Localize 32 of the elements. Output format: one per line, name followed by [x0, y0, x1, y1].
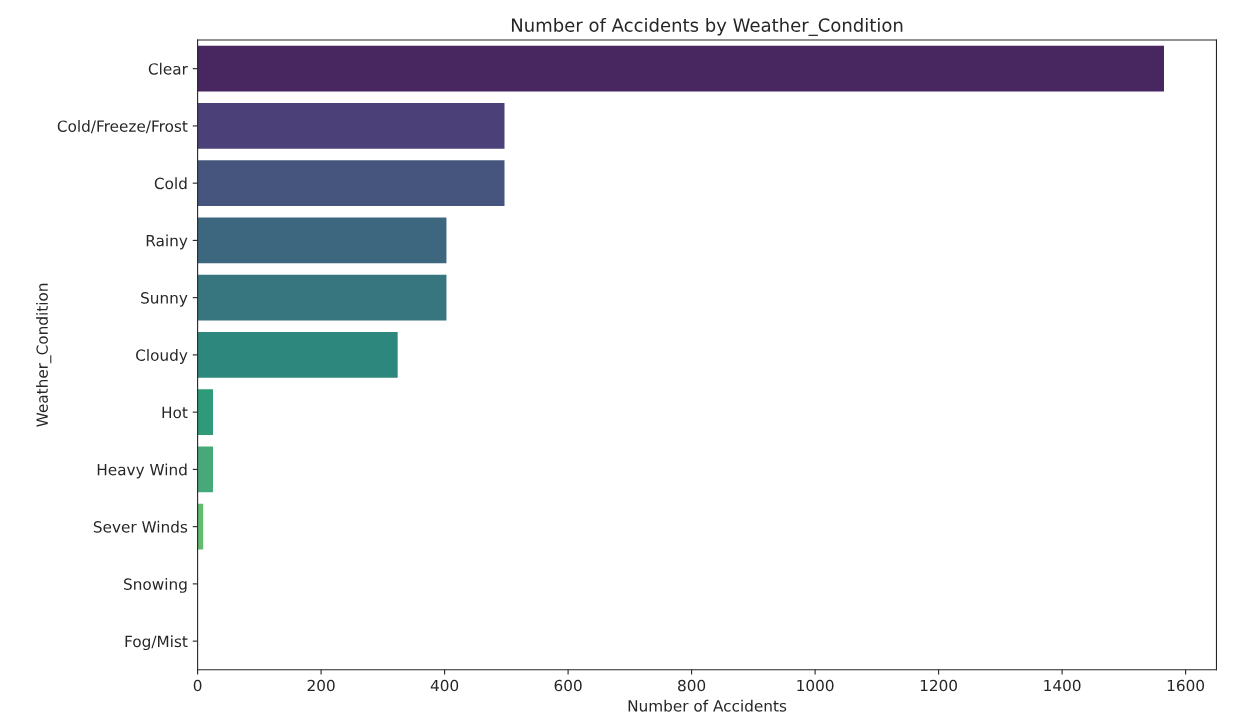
bar — [197, 217, 447, 264]
bar — [197, 103, 505, 149]
y-tick-label: Clear — [148, 62, 188, 75]
x-tick-label: 800 — [678, 679, 706, 692]
y-tick-label: Cloudy — [136, 349, 188, 364]
x-tick-label: 600 — [554, 679, 582, 692]
y-tick-label: Cold/Freeze/Frost — [57, 120, 188, 134]
y-tick-label: Rainy — [146, 234, 188, 250]
y-axis-title: Weather_Condition — [36, 283, 52, 427]
bar — [197, 446, 214, 493]
x-tick-label: 1000 — [797, 679, 834, 692]
y-tick-label: Hot — [162, 406, 188, 419]
x-tick-label: 1600 — [1167, 679, 1205, 692]
x-axis-title: Number of Accidents — [628, 699, 787, 712]
bar — [197, 160, 505, 207]
bar — [197, 332, 398, 378]
chart-title: Number of Accidents by Weather_Condition — [511, 17, 903, 36]
x-tick-label: 1200 — [920, 679, 958, 692]
y-tick-label: Cold — [154, 177, 187, 190]
y-tick-label: Sunny — [141, 292, 188, 307]
bar — [197, 274, 447, 321]
y-tick-label: Fog/Mist — [125, 635, 188, 651]
x-tick-label: 1400 — [1044, 679, 1081, 692]
x-tick-label: 0 — [193, 679, 202, 692]
y-tick-label: Heavy Wind — [97, 463, 187, 479]
y-tick-label: Snowing — [124, 578, 187, 593]
bar — [197, 503, 204, 550]
bar — [197, 45, 1164, 92]
x-tick-label: 200 — [307, 679, 335, 692]
y-tick-label: Sever Winds — [93, 520, 188, 533]
bar — [197, 389, 214, 436]
x-tick-label: 400 — [430, 679, 459, 692]
